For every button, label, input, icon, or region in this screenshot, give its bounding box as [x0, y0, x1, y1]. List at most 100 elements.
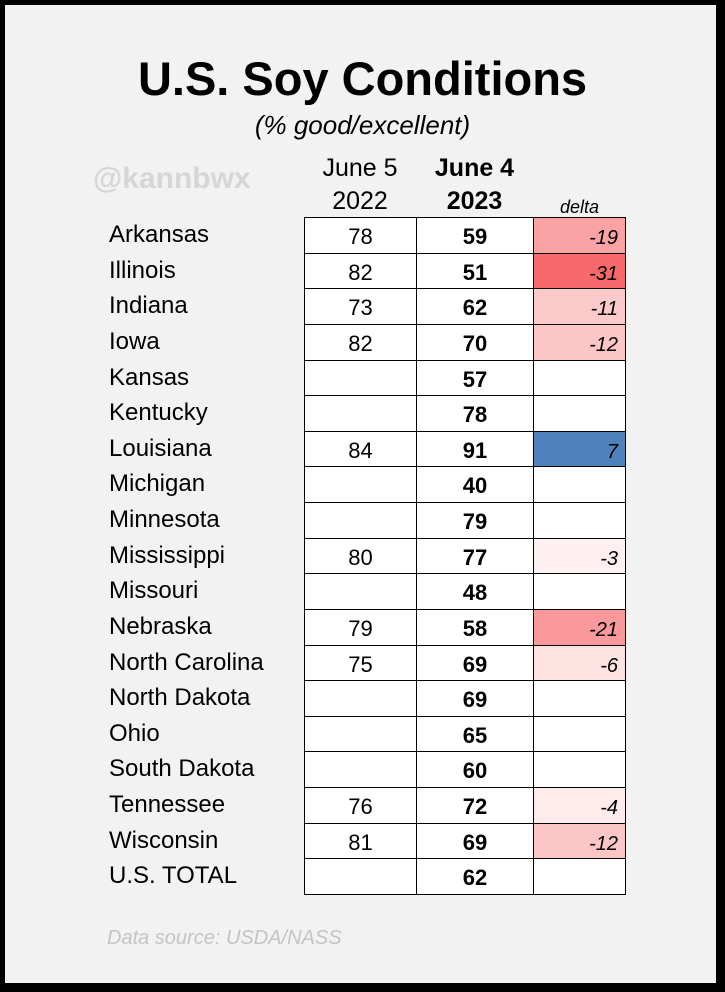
prev-cell	[304, 751, 417, 788]
curr-cell	[416, 431, 534, 467]
prev-cell	[304, 395, 417, 432]
col-head-curr-year: 2023	[446, 187, 503, 215]
delta-value: -12	[589, 833, 618, 855]
delta-cell	[533, 538, 626, 574]
curr-value: 91	[462, 438, 488, 463]
col-head-curr-date: June 4	[434, 154, 515, 182]
state-label: Nebraska	[109, 613, 212, 640]
curr-cell	[416, 716, 534, 752]
curr-cell	[416, 538, 534, 574]
curr-value: 72	[462, 794, 488, 819]
curr-value: 57	[462, 367, 488, 392]
state-label: Minnesota	[109, 506, 220, 533]
prev-cell	[304, 360, 417, 396]
curr-value: 69	[462, 830, 488, 855]
state-label: Louisiana	[109, 435, 212, 462]
prev-value: 84	[348, 438, 373, 463]
delta-cell	[533, 716, 626, 752]
prev-cell	[304, 324, 417, 361]
prev-cell	[304, 466, 417, 503]
prev-cell	[304, 858, 417, 895]
curr-cell	[416, 573, 534, 610]
delta-cell	[533, 324, 626, 361]
curr-value: 48	[462, 580, 488, 605]
delta-value: -3	[600, 548, 618, 570]
curr-value: 59	[462, 224, 488, 249]
delta-cell	[533, 609, 626, 646]
col-head-prev-date: June 5	[322, 154, 398, 182]
state-label: North Dakota	[109, 684, 251, 711]
delta-value: -6	[600, 655, 618, 677]
delta-cell	[533, 858, 626, 895]
delta-cell	[533, 288, 626, 325]
state-label: Kentucky	[109, 399, 208, 426]
prev-value: 73	[348, 295, 373, 320]
data-source: Data source: USDA/NASS	[107, 927, 342, 949]
delta-value: -31	[589, 263, 618, 285]
prev-value: 79	[348, 616, 373, 641]
chart-subtitle: (% good/excellent)	[254, 110, 471, 140]
prev-value: 78	[348, 224, 373, 249]
state-label: Wisconsin	[109, 827, 219, 854]
delta-value: -11	[590, 298, 618, 320]
delta-cell	[533, 360, 626, 396]
prev-cell	[304, 680, 417, 717]
delta-cell	[533, 395, 626, 432]
state-label: North Carolina	[109, 649, 264, 676]
curr-cell	[416, 466, 534, 503]
delta-value: -4	[600, 797, 618, 819]
prev-cell	[304, 538, 417, 574]
delta-value: -19	[589, 227, 618, 249]
prev-cell	[304, 573, 417, 610]
curr-cell	[416, 858, 534, 895]
curr-value: 58	[462, 616, 488, 641]
curr-value: 79	[462, 509, 488, 534]
curr-value: 65	[462, 723, 488, 748]
state-label: Ohio	[109, 720, 160, 747]
delta-cell	[533, 466, 626, 503]
state-label: Indiana	[109, 292, 188, 319]
state-label: Michigan	[109, 470, 206, 497]
curr-value: 77	[462, 545, 488, 570]
prev-cell	[304, 716, 417, 752]
state-label: Arkansas	[109, 221, 210, 248]
state-label: Missouri	[109, 577, 199, 604]
prev-cell	[304, 502, 417, 539]
curr-cell	[416, 288, 534, 325]
delta-cell	[533, 645, 626, 681]
state-label: Mississippi	[109, 542, 226, 569]
delta-value: -12	[589, 334, 618, 356]
delta-cell	[533, 787, 626, 824]
col-head-delta: delta	[559, 197, 600, 217]
prev-value: 80	[348, 545, 373, 570]
curr-value: 70	[462, 331, 488, 356]
curr-value: 62	[462, 295, 488, 320]
delta-cell	[533, 502, 626, 539]
curr-cell	[416, 324, 534, 361]
curr-cell	[416, 680, 534, 717]
delta-cell	[533, 751, 626, 788]
delta-cell	[533, 573, 626, 610]
col-head-prev-year: 2022	[332, 187, 388, 215]
state-label: Illinois	[109, 257, 176, 284]
delta-value: 7	[606, 441, 618, 463]
curr-value: 62	[462, 865, 488, 890]
curr-value: 69	[462, 652, 488, 677]
curr-cell	[416, 751, 534, 788]
state-label: Tennessee	[109, 791, 226, 818]
delta-cell	[533, 680, 626, 717]
curr-value: 51	[462, 260, 488, 285]
prev-value: 82	[348, 331, 373, 356]
prev-value: 81	[348, 830, 373, 855]
delta-cell	[533, 217, 626, 254]
prev-cell	[304, 645, 417, 681]
state-label: U.S. TOTAL	[109, 862, 238, 889]
curr-value: 78	[462, 402, 488, 427]
curr-cell	[416, 360, 534, 396]
watermark: @kannbwx	[93, 162, 251, 195]
prev-value: 76	[348, 794, 373, 819]
state-label: Iowa	[109, 328, 160, 355]
curr-value: 60	[462, 758, 488, 783]
state-label: Kansas	[109, 364, 190, 391]
chart-title: U.S. Soy Conditions	[137, 52, 588, 105]
